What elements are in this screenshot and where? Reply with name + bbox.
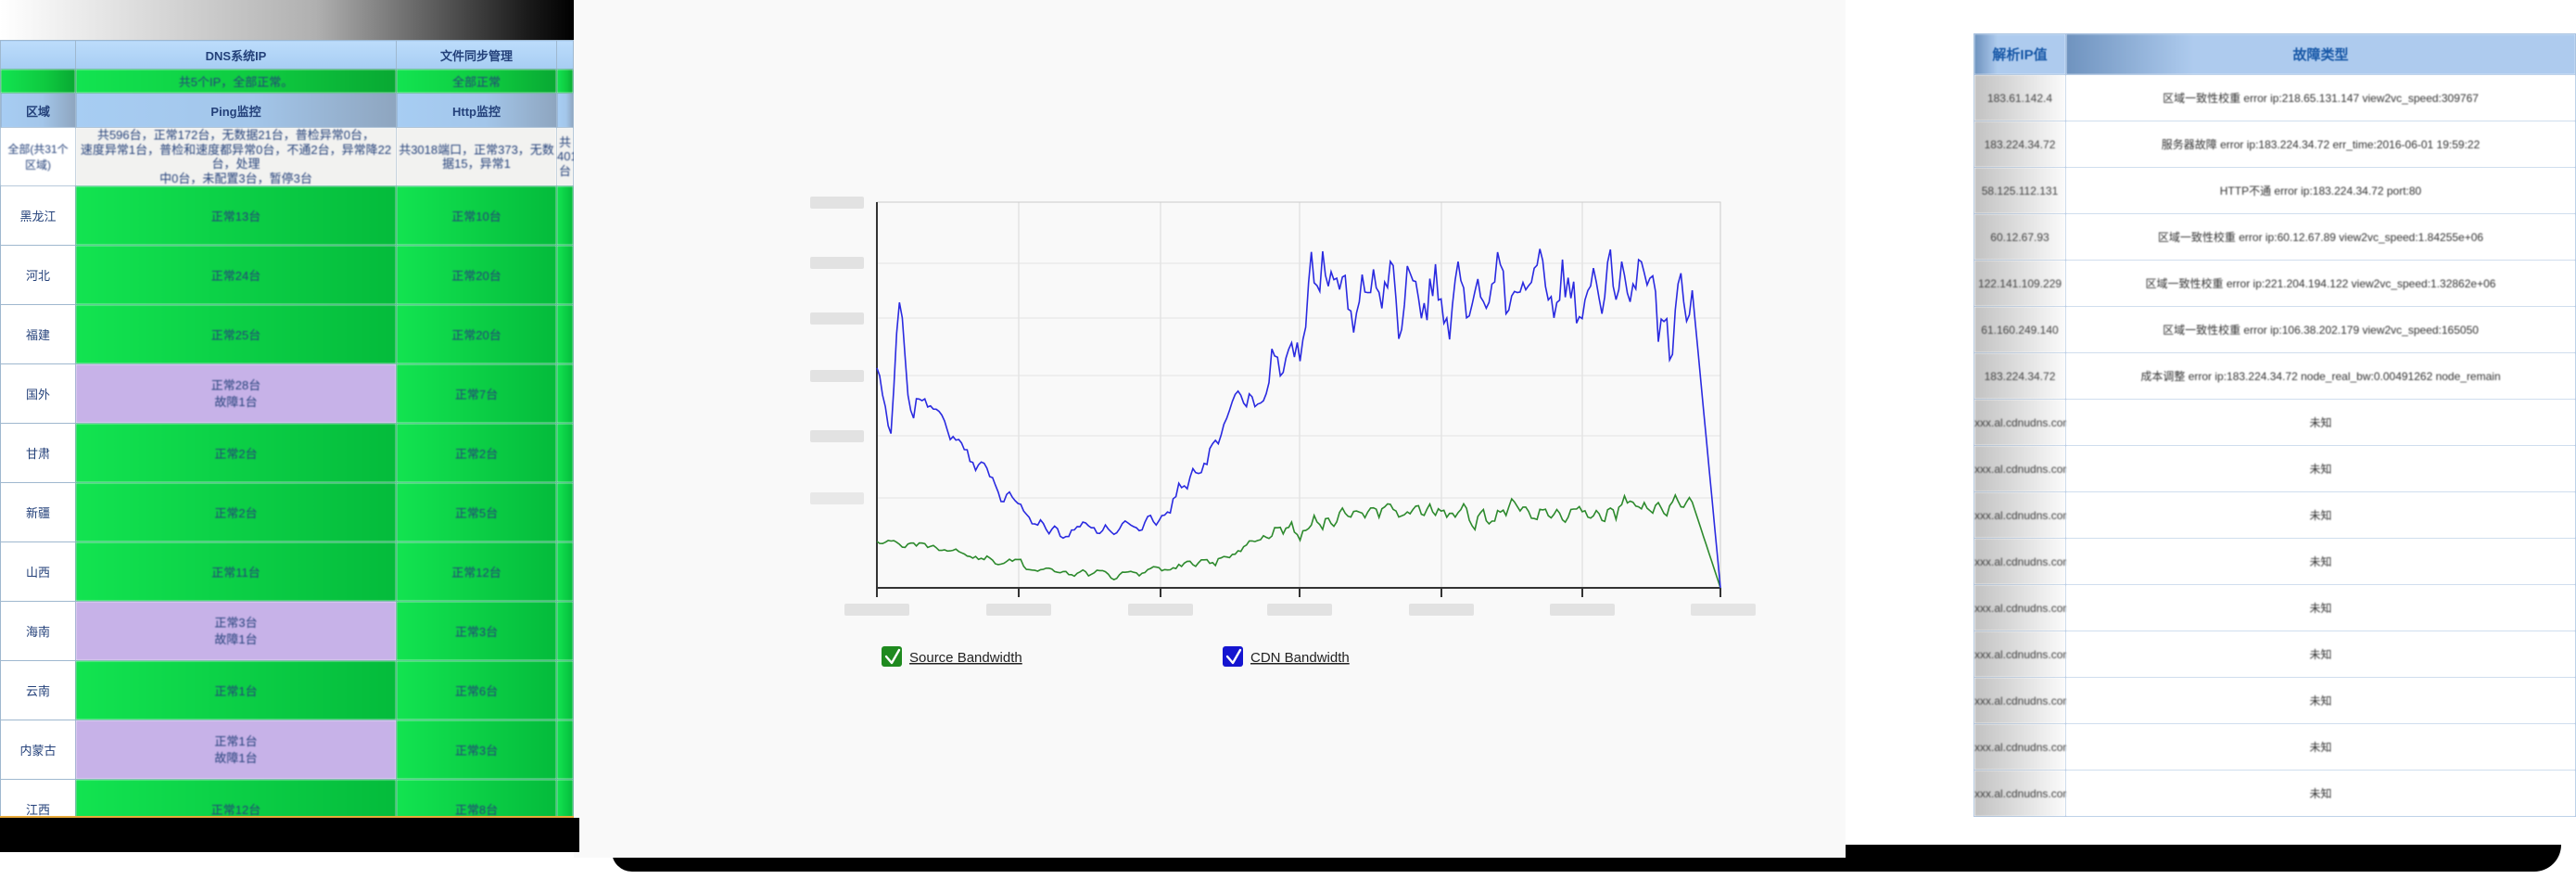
svg-text:CDN Bandwidth: CDN Bandwidth xyxy=(1250,650,1350,666)
svg-text:Source Bandwidth: Source Bandwidth xyxy=(909,650,1022,666)
